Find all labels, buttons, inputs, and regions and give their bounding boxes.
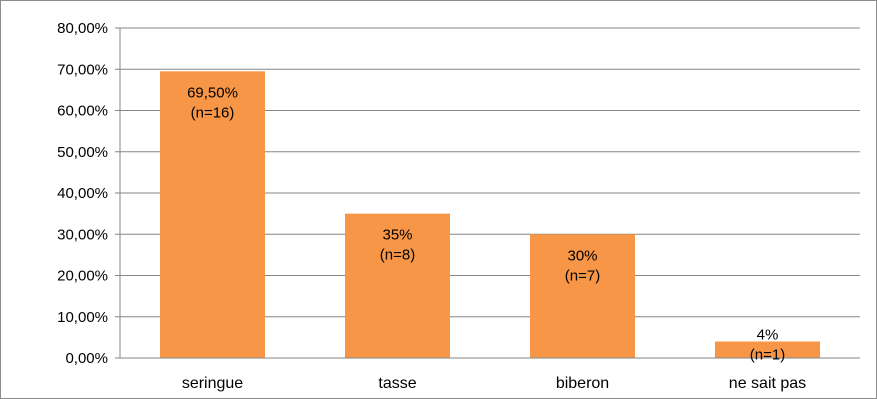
y-tick-label: 0,00% bbox=[65, 350, 108, 367]
bar-tasse bbox=[345, 213, 450, 358]
data-labels: 69,50% (n=16) 35% (n=8) 30% (n=7) 4% (n=1) bbox=[187, 84, 785, 363]
y-tick-label: 80,00% bbox=[57, 20, 108, 37]
y-tick-label: 50,00% bbox=[57, 144, 108, 161]
bar-seringue bbox=[160, 71, 265, 358]
data-label: 69,50% bbox=[187, 84, 238, 101]
y-tick-label: 20,00% bbox=[57, 268, 108, 285]
data-label: 30% bbox=[567, 247, 597, 264]
data-label: (n=1) bbox=[750, 347, 785, 364]
y-tick-label: 70,00% bbox=[57, 61, 108, 78]
y-tick-label: 40,00% bbox=[57, 185, 108, 202]
y-tick-label: 10,00% bbox=[57, 309, 108, 326]
data-label: 35% bbox=[382, 227, 412, 244]
y-tick-labels: 0,00% 10,00% 20,00% 30,00% 40,00% 50,00% 60,00… bbox=[57, 20, 108, 367]
data-label: (n=16) bbox=[191, 104, 235, 121]
data-label: (n=8) bbox=[380, 247, 415, 264]
bar-biberon bbox=[530, 234, 635, 358]
y-tick-label: 30,00% bbox=[57, 226, 108, 243]
x-category-label: biberon bbox=[556, 375, 609, 392]
x-category-label: seringue bbox=[182, 375, 243, 392]
data-label: 4% bbox=[757, 327, 779, 344]
axes bbox=[119, 28, 860, 359]
bar-ne-sait-pas bbox=[715, 341, 820, 358]
x-category-label: ne sait pas bbox=[729, 375, 806, 392]
bars bbox=[160, 71, 820, 358]
data-label: (n=7) bbox=[565, 267, 600, 284]
x-category-labels: seringue tasse biberon ne sait pas bbox=[182, 375, 806, 392]
y-tick-label: 60,00% bbox=[57, 103, 108, 120]
x-category-label: tasse bbox=[378, 375, 416, 392]
